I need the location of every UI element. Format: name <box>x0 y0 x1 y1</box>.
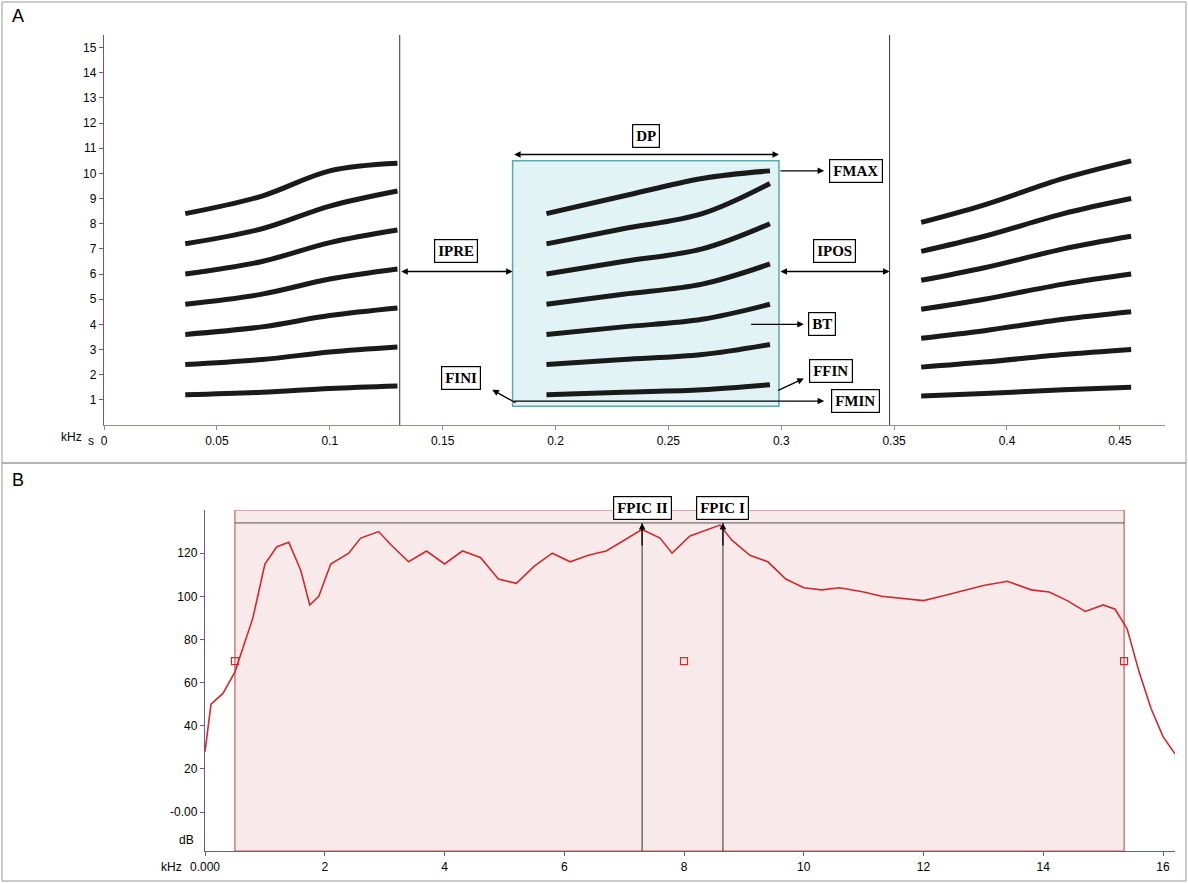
svg-text:2: 2 <box>321 860 328 874</box>
svg-text:0.05: 0.05 <box>205 434 229 448</box>
svg-text:-0.00: -0.00 <box>170 805 198 819</box>
svg-text:6: 6 <box>90 267 97 281</box>
svg-text:6: 6 <box>561 860 568 874</box>
svg-text:20: 20 <box>184 762 198 776</box>
svg-text:13: 13 <box>83 91 97 105</box>
svg-text:A: A <box>12 6 24 26</box>
svg-text:11: 11 <box>84 141 97 155</box>
svg-text:0.4: 0.4 <box>999 434 1016 448</box>
svg-text:FPIC I: FPIC I <box>700 500 745 516</box>
svg-text:FINI: FINI <box>445 370 477 386</box>
svg-text:DP: DP <box>636 128 656 144</box>
svg-text:8: 8 <box>90 217 97 231</box>
svg-text:8: 8 <box>681 860 688 874</box>
svg-text:10: 10 <box>797 860 811 874</box>
svg-text:0.25: 0.25 <box>657 434 681 448</box>
svg-text:16: 16 <box>1156 860 1170 874</box>
svg-text:dB: dB <box>179 833 194 847</box>
svg-text:FFIN: FFIN <box>813 363 848 379</box>
svg-text:0.000: 0.000 <box>190 860 220 874</box>
svg-text:10: 10 <box>83 167 97 181</box>
svg-text:60: 60 <box>184 676 198 690</box>
svg-text:4: 4 <box>441 860 448 874</box>
svg-text:FPIC II: FPIC II <box>617 500 668 516</box>
svg-text:12: 12 <box>83 116 97 130</box>
svg-text:40: 40 <box>184 719 198 733</box>
svg-text:2: 2 <box>90 368 97 382</box>
svg-text:100: 100 <box>177 590 197 604</box>
svg-text:3: 3 <box>90 343 97 357</box>
svg-text:IPRE: IPRE <box>438 243 474 259</box>
svg-text:IPOS: IPOS <box>817 243 852 259</box>
svg-text:5: 5 <box>90 292 97 306</box>
svg-text:B: B <box>12 470 24 490</box>
svg-text:80: 80 <box>184 633 198 647</box>
svg-text:0.15: 0.15 <box>431 434 455 448</box>
svg-text:0: 0 <box>101 434 108 448</box>
svg-text:14: 14 <box>83 66 97 80</box>
svg-text:s: s <box>88 434 94 448</box>
svg-text:120: 120 <box>177 546 197 560</box>
svg-text:0.2: 0.2 <box>547 434 564 448</box>
svg-text:4: 4 <box>90 318 97 332</box>
svg-text:14: 14 <box>1037 860 1051 874</box>
svg-text:0.3: 0.3 <box>773 434 790 448</box>
svg-text:9: 9 <box>90 192 97 206</box>
svg-text:FMIN: FMIN <box>835 393 875 409</box>
svg-text:kHz: kHz <box>61 430 82 444</box>
svg-text:0.45: 0.45 <box>1108 434 1132 448</box>
svg-text:FMAX: FMAX <box>833 163 878 179</box>
svg-text:0.1: 0.1 <box>321 434 338 448</box>
svg-text:7: 7 <box>90 242 97 256</box>
svg-text:15: 15 <box>83 41 97 55</box>
svg-text:12: 12 <box>917 860 931 874</box>
svg-text:1: 1 <box>90 393 97 407</box>
svg-text:0.35: 0.35 <box>882 434 906 448</box>
svg-text:kHz: kHz <box>161 860 182 874</box>
svg-text:BT: BT <box>812 316 832 332</box>
